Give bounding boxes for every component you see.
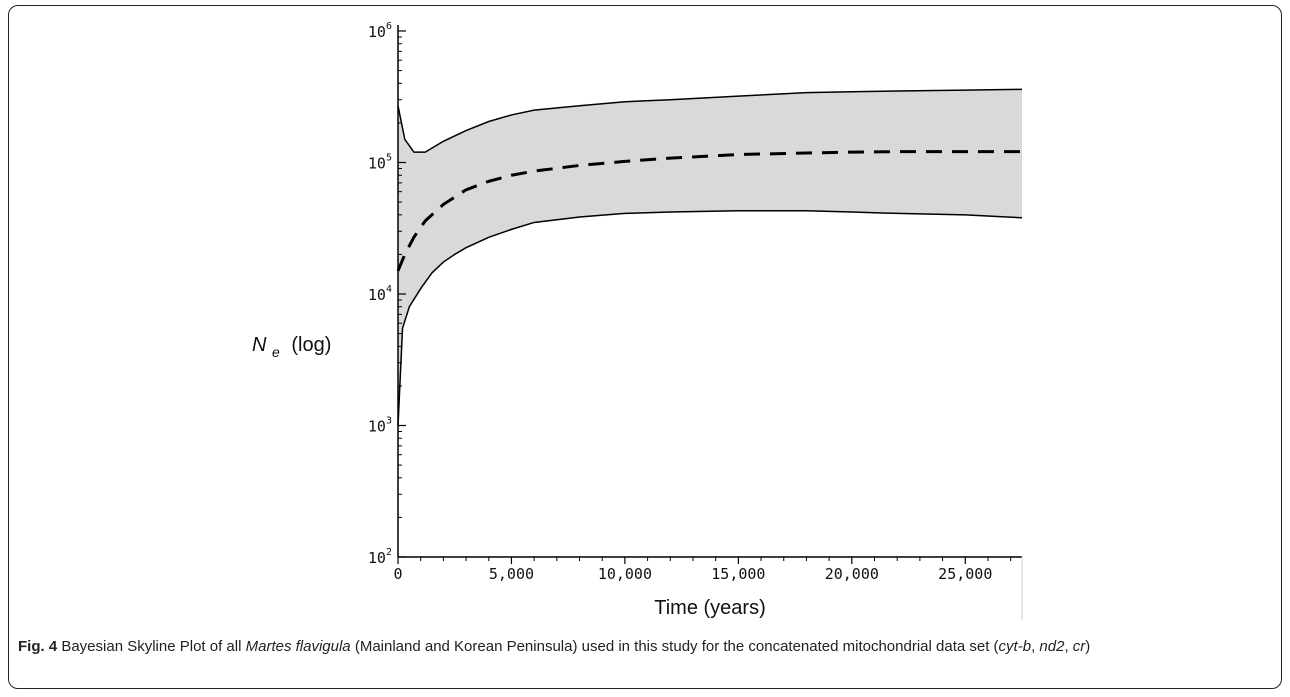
y-tick-label: 102 [368,547,392,567]
caption-italic-text: cr [1072,638,1086,655]
caption-body: Bayesian Skyline Plot of all Martes flav… [57,638,1090,655]
x-tick-label: 25,000 [938,565,992,583]
caption-text: ) [1085,638,1091,655]
caption-label: Fig. 4 [18,638,58,655]
caption-text: , [1064,638,1073,655]
y-axis-title: N e (log) [252,334,331,362]
y-tick-label: 105 [368,153,392,173]
hpd-band [398,89,1022,426]
hpd-band-layer [398,89,1022,426]
x-tick-label: 5,000 [489,565,534,583]
tick-label-layer: 102 103 104 105 106 0 5,000 10,000 15,000 20,000 2… [368,21,992,583]
y-tick-label: 103 [368,416,392,436]
caption-italic-text: cyt-b [998,638,1032,655]
x-tick-label: 10,000 [598,565,652,583]
caption-italic-text: Martes flavigula [245,638,351,655]
upper_hpd-line [397,88,1023,153]
y-tick-label: 104 [368,284,392,304]
y-axis-title-main: N [252,334,267,356]
x-axis-title: Time (years) [654,597,765,619]
figure-caption: Fig. 4 Bayesian Skyline Plot of all Mart… [18,636,1268,657]
median-line [396,150,1022,272]
lower_hpd-line [397,209,1023,426]
caption-text: Bayesian Skyline Plot of all [57,638,246,655]
y-axis-title-subscript: e [272,344,280,360]
x-tick-label: 15,000 [711,565,765,583]
x-tick-label: 0 [393,565,402,583]
y-axis-title-suffix: (log) [291,334,331,356]
series-line-layer [396,88,1023,426]
axes-layer [397,25,1023,620]
x-tick-label: 20,000 [825,565,879,583]
caption-italic-text: nd2 [1039,638,1065,655]
y-tick-label: 106 [368,21,392,41]
caption-text: (Mainland and Korean Peninsula) used in … [350,638,999,655]
caption-text: , [1031,638,1040,655]
